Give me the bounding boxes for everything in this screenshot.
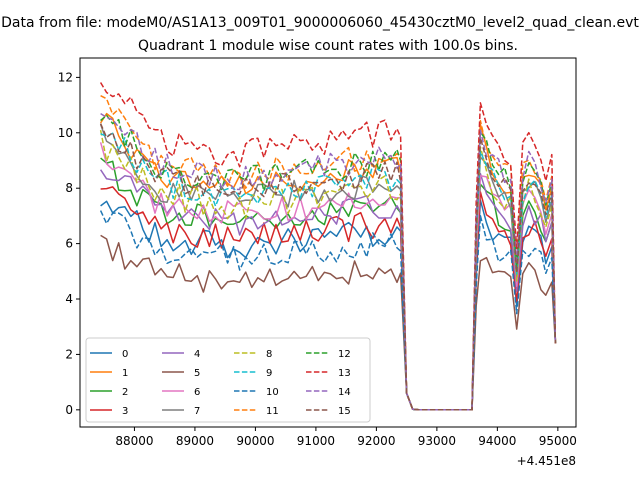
series-line-5 <box>100 234 557 411</box>
legend-label-7: 7 <box>194 406 200 417</box>
series-line-10 <box>99 210 557 411</box>
legend-label-15: 15 <box>338 406 351 417</box>
series-line-12 <box>100 114 557 411</box>
legend-label-11: 11 <box>266 406 279 417</box>
x-tick-label: 88000 <box>115 434 153 448</box>
axes-title: Quadrant 1 module wise count rates with … <box>138 38 518 54</box>
legend-label-8: 8 <box>266 349 272 360</box>
legend-box <box>85 337 371 423</box>
series-line-3 <box>100 186 557 411</box>
x-offset-label: +4.451e8 <box>517 454 576 468</box>
x-tick-label: 91000 <box>297 434 335 448</box>
legend-label-13: 13 <box>338 368 351 379</box>
x-tick-label: 93000 <box>418 434 456 448</box>
series-line-7 <box>99 124 557 411</box>
series-line-8 <box>99 129 557 411</box>
series-line-14 <box>100 112 557 411</box>
x-tick-label: 95000 <box>539 434 577 448</box>
x-tick-label: 94000 <box>478 434 516 448</box>
x-tick-label: 90000 <box>236 434 274 448</box>
axes-frame <box>79 57 577 428</box>
legend-label-14: 14 <box>338 387 351 398</box>
y-tick-label: 10 <box>58 126 73 140</box>
x-axis-ticks: 88000 89000 90000 91000 92000 93000 94000 95000 <box>115 427 577 448</box>
legend-label-5: 5 <box>194 368 200 379</box>
y-tick-label: 12 <box>58 70 73 84</box>
y-tick-label: 6 <box>65 237 73 251</box>
series-line-13 <box>99 82 557 411</box>
legend-label-1: 1 <box>122 368 128 379</box>
legend-label-6: 6 <box>194 387 200 398</box>
series-layer <box>99 82 557 411</box>
legend-label-9: 9 <box>266 368 272 379</box>
y-tick-label: 0 <box>65 403 73 417</box>
y-tick-label: 8 <box>65 181 73 195</box>
x-tick-label: 89000 <box>176 434 214 448</box>
legend-label-2: 2 <box>122 387 128 398</box>
suptitle: Data from file: modeM0/AS1A13_009T01_900… <box>1 15 639 31</box>
legend-label-10: 10 <box>266 387 279 398</box>
series-line-2 <box>100 157 557 411</box>
legend-label-4: 4 <box>194 349 200 360</box>
series-line-4 <box>99 169 557 411</box>
series-line-15 <box>99 123 557 411</box>
series-line-6 <box>99 142 557 411</box>
y-axis-ticks: 0 2 4 6 8 10 12 <box>58 70 80 417</box>
series-line-0 <box>100 199 557 411</box>
y-tick-label: 2 <box>65 347 73 361</box>
legend-label-12: 12 <box>338 349 351 360</box>
y-tick-label: 4 <box>65 292 73 306</box>
series-line-11 <box>100 95 557 411</box>
legend-label-3: 3 <box>122 406 128 417</box>
legend-label-0: 0 <box>122 349 128 360</box>
series-line-9 <box>100 132 557 411</box>
x-tick-label: 92000 <box>357 434 395 448</box>
